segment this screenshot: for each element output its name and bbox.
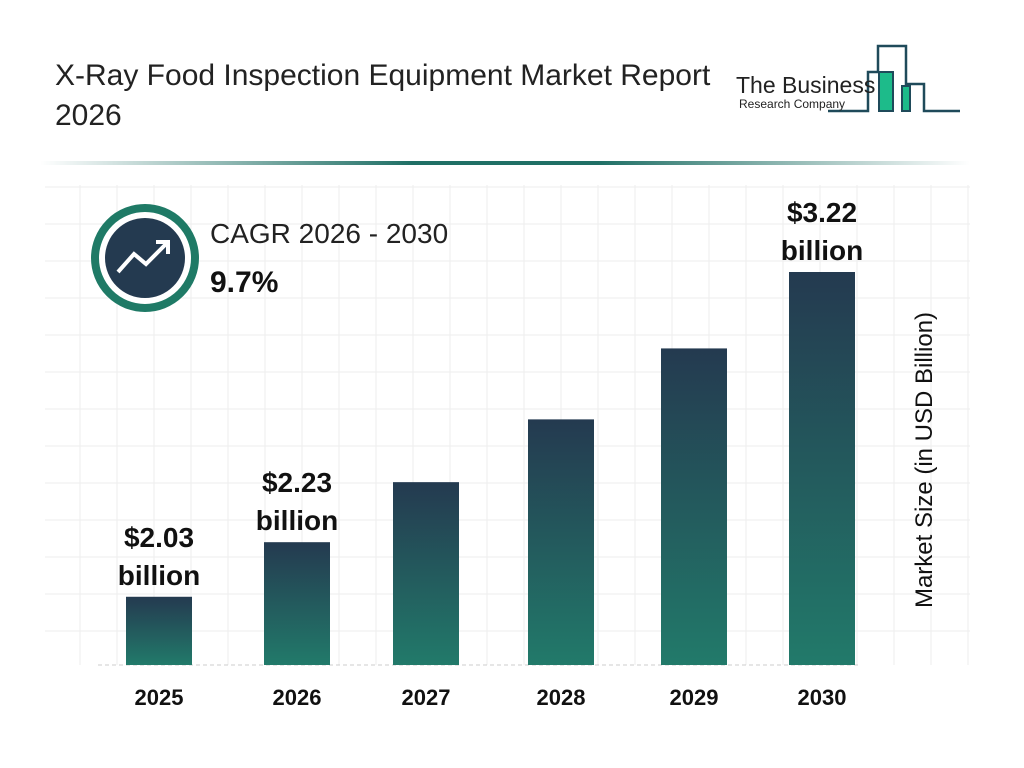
logo-text-sub: Research Company <box>739 97 846 111</box>
logo-buildings-icon <box>828 44 960 113</box>
x-tick-label: 2025 <box>135 685 184 710</box>
x-tick-label: 2027 <box>402 685 451 710</box>
x-tick-label: 2026 <box>273 685 322 710</box>
bar-2025 <box>126 596 192 665</box>
data-label: $2.03 <box>124 522 194 553</box>
data-label: billion <box>256 505 338 536</box>
data-label: $2.23 <box>262 467 332 498</box>
bar-2030 <box>789 272 855 665</box>
x-tick-label: 2030 <box>798 685 847 710</box>
cagr-value: 9.7% <box>210 266 279 299</box>
header-divider <box>40 161 970 165</box>
chart-title: X-Ray Food Inspection Equipment Market R… <box>55 59 711 132</box>
bar-2028 <box>528 419 594 665</box>
bar-2026 <box>264 542 330 665</box>
x-tick-label: 2029 <box>670 685 719 710</box>
data-label: $3.22 <box>787 197 857 228</box>
logo-text-main: The Business <box>736 72 876 98</box>
data-label: billion <box>118 560 200 591</box>
company-logo: The Business Research Company <box>728 44 968 118</box>
cagr-badge-icon <box>91 204 199 312</box>
data-label: billion <box>781 235 863 266</box>
cagr-label: CAGR 2026 - 2030 <box>210 218 449 249</box>
bar-2029 <box>661 348 727 665</box>
y-axis-label: Market Size (in USD Billion) <box>911 311 938 609</box>
x-tick-label: 2028 <box>537 685 586 710</box>
bar-2027 <box>393 482 459 665</box>
